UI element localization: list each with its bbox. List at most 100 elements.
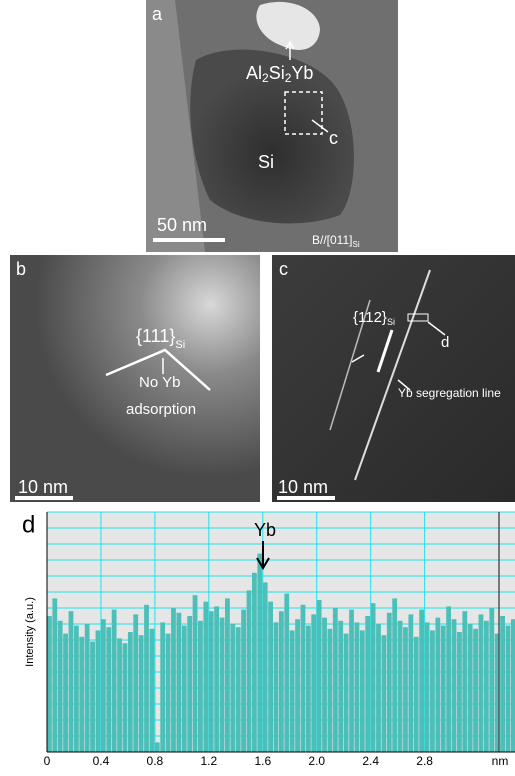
x-tick-label: 2.8	[416, 754, 433, 768]
line-label: Yb segregation line	[398, 386, 501, 400]
marker-line	[376, 329, 394, 373]
x-tick-label: 0.4	[93, 754, 110, 768]
text: B//[011]	[312, 233, 352, 247]
bar	[457, 632, 462, 752]
bar	[430, 630, 435, 752]
x-tick-label: 2.4	[362, 754, 379, 768]
bar	[278, 611, 284, 752]
scale-bar	[153, 238, 225, 242]
scale-label: 10 nm	[18, 477, 68, 497]
bar	[106, 627, 112, 752]
bar	[413, 636, 419, 752]
scale-label: 50 nm	[157, 215, 207, 235]
x-tick-label: 0.8	[147, 754, 164, 768]
arrow	[351, 354, 365, 363]
x-tick-label: 1.2	[201, 754, 218, 768]
scale-label: 10 nm	[278, 477, 328, 497]
bar	[505, 625, 511, 752]
bar	[144, 604, 149, 752]
bar	[295, 619, 300, 752]
subscript: Si	[352, 240, 359, 249]
bar	[289, 630, 295, 752]
bar	[52, 598, 58, 752]
bar	[176, 612, 182, 752]
bar	[63, 633, 68, 752]
arrow-head	[285, 40, 295, 50]
bar	[68, 611, 74, 752]
bar	[403, 627, 408, 752]
annotation-arrow-head	[256, 557, 270, 570]
bar	[408, 614, 414, 752]
bar	[435, 617, 441, 752]
bar	[198, 620, 203, 752]
bar	[300, 604, 306, 752]
bar	[117, 638, 122, 752]
bar	[262, 582, 268, 752]
bar	[500, 616, 505, 752]
bar	[160, 622, 166, 752]
region-label: Si	[258, 152, 274, 172]
bar	[359, 630, 365, 752]
bar	[181, 625, 187, 752]
bar	[57, 620, 63, 752]
arrow	[397, 379, 411, 391]
bar	[84, 624, 90, 752]
bar	[165, 633, 171, 752]
bar	[187, 616, 193, 752]
plane-label: {111}Si	[136, 326, 185, 351]
bar	[424, 622, 430, 752]
bar	[100, 619, 106, 752]
scale-bar	[15, 496, 73, 500]
panel-label: b	[16, 259, 26, 279]
bar	[381, 635, 387, 752]
bar	[127, 632, 133, 752]
bar	[365, 616, 371, 752]
panel-label: c	[279, 259, 288, 279]
phase-label: Al2Si2Yb	[246, 63, 313, 85]
facet-line	[105, 348, 211, 391]
bar	[79, 636, 85, 752]
bar	[510, 619, 515, 752]
bar	[343, 633, 349, 752]
bar	[246, 590, 252, 752]
bar	[138, 635, 144, 752]
text: Al	[246, 63, 262, 83]
x-axis-label: nm	[492, 754, 509, 768]
bar	[90, 641, 95, 752]
bar	[154, 742, 160, 752]
panel-a: a Al2Si2Yb c Si 50 nm B//[011]Si	[146, 0, 398, 252]
zone-axis: B//[011]Si	[312, 233, 360, 249]
subscript: 2	[285, 71, 292, 85]
bar	[478, 614, 484, 752]
subscript: Si	[175, 339, 185, 351]
profile-chart: 0 0.4 0.8 1.2 1.6 2.0 2.4 2.8	[44, 511, 515, 768]
bar	[440, 625, 446, 752]
bar	[122, 643, 128, 752]
subscript: Si	[387, 317, 395, 327]
bar	[376, 624, 381, 752]
bar	[192, 595, 198, 752]
bar	[338, 620, 344, 752]
bar	[133, 614, 139, 752]
bar	[230, 624, 236, 752]
bar	[419, 609, 425, 752]
bar	[316, 600, 322, 752]
text: Si	[269, 63, 285, 83]
bar	[332, 608, 338, 752]
arrow	[311, 119, 329, 133]
bar	[268, 601, 273, 752]
bar	[467, 624, 473, 752]
subscript: 2	[262, 71, 269, 85]
note: adsorption	[126, 401, 196, 418]
x-tick-label: 2.0	[308, 754, 325, 768]
bar	[149, 628, 155, 752]
arrow	[427, 321, 446, 336]
note: No Yb	[139, 374, 180, 391]
bar	[235, 627, 241, 752]
bar	[392, 598, 398, 752]
bar	[386, 612, 392, 752]
bar	[349, 609, 354, 752]
chart-overlay: d Intensity (a.u.) nm Yb	[22, 511, 515, 768]
